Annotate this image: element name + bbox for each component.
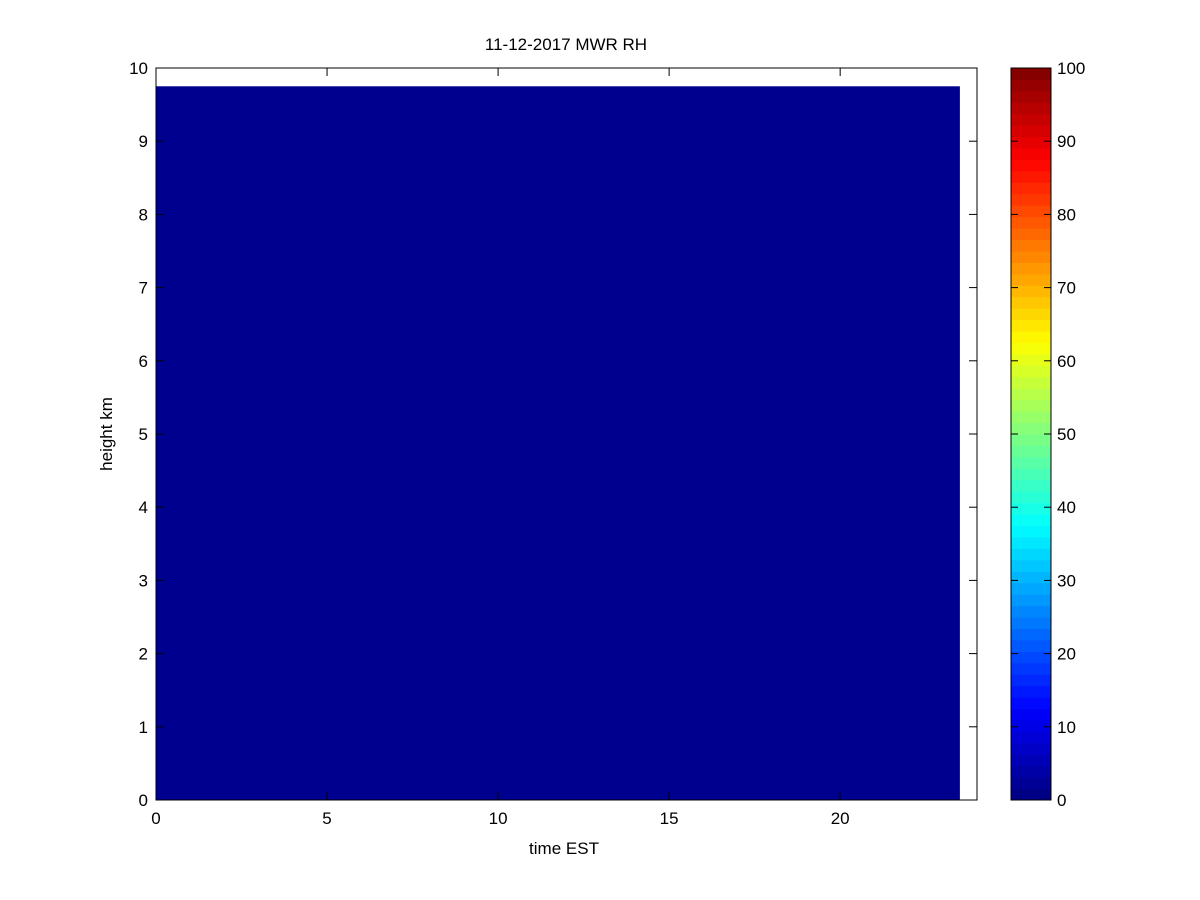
x-tick-label: 5 (322, 809, 331, 828)
colorbar-swatch (1011, 662, 1051, 675)
colorbar-tick-label: 40 (1057, 498, 1076, 517)
colorbar-swatch (1011, 491, 1051, 504)
colorbar-swatch (1011, 559, 1051, 572)
colorbar-swatch (1011, 125, 1051, 138)
colorbar-swatch (1011, 514, 1051, 526)
colorbar-swatch (1011, 754, 1051, 767)
colorbar-swatch (1011, 136, 1051, 149)
colorbar-swatch (1011, 216, 1051, 229)
y-tick-label: 8 (139, 205, 148, 224)
colorbar-swatch (1011, 777, 1051, 790)
y-tick-label: 9 (139, 132, 148, 151)
colorbar-tick-label: 90 (1057, 132, 1076, 151)
colorbar-swatch (1011, 285, 1051, 298)
colorbar-swatch (1011, 79, 1051, 92)
colorbar-swatch (1011, 239, 1051, 252)
colorbar-swatch (1011, 388, 1051, 401)
y-tick-label: 2 (139, 645, 148, 664)
colorbar-swatch (1011, 273, 1051, 286)
colorbar-swatch (1011, 113, 1051, 126)
colorbar-swatch (1011, 148, 1051, 160)
x-tick-label: 0 (151, 809, 160, 828)
y-axis-label: height km (97, 397, 116, 471)
colorbar-swatch (1011, 365, 1051, 378)
colorbar-swatch (1011, 502, 1051, 515)
colorbar-swatch (1011, 697, 1051, 709)
colorbar-swatch (1011, 68, 1051, 80)
colorbar-swatch (1011, 708, 1051, 721)
colorbar-swatch (1011, 170, 1051, 183)
x-axis-label: time EST (529, 839, 599, 858)
x-tick-label: 15 (660, 809, 679, 828)
colorbar-swatch (1011, 719, 1051, 732)
colorbar-tick-label: 100 (1057, 59, 1085, 78)
colorbar-swatch (1011, 788, 1051, 801)
heatmap-cells (156, 86, 960, 801)
y-tick-label: 3 (139, 571, 148, 590)
plot-area: 0 5 10 15 20 0 1 2 3 4 5 6 7 8 9 10 (129, 59, 978, 828)
x-tick-label: 20 (831, 809, 850, 828)
colorbar-swatch (1011, 594, 1051, 607)
y-tick-label: 4 (139, 498, 148, 517)
colorbar-swatch (1011, 331, 1051, 343)
y-tick-label: 1 (139, 718, 148, 737)
colorbar-tick-label: 10 (1057, 718, 1076, 737)
colorbar-swatch (1011, 445, 1051, 458)
colorbar-swatch (1011, 262, 1051, 275)
colorbar-swatch (1011, 193, 1051, 206)
colorbar-swatch (1011, 399, 1051, 412)
colorbar-swatch (1011, 308, 1051, 321)
y-tick-label: 6 (139, 352, 148, 371)
colorbar-swatch (1011, 582, 1051, 595)
colorbar-swatch (1011, 296, 1051, 309)
colorbar-swatch (1011, 434, 1051, 446)
colorbar-swatch (1011, 605, 1051, 618)
colorbar-swatch (1011, 685, 1051, 698)
colorbar-tick-label: 0 (1057, 791, 1066, 810)
colorbar-tick-label: 80 (1057, 205, 1076, 224)
colorbar-swatch (1011, 251, 1051, 263)
colorbar-swatch (1011, 319, 1051, 332)
colorbar-tick-label: 50 (1057, 425, 1076, 444)
colorbar-swatch (1011, 182, 1051, 195)
x-tick-label: 10 (489, 809, 508, 828)
colorbar-swatch (1011, 548, 1051, 561)
y-tick-label: 5 (139, 425, 148, 444)
colorbar-swatch (1011, 159, 1051, 172)
colorbar-swatch (1011, 742, 1051, 755)
colorbar-swatch (1011, 639, 1051, 652)
colorbar-swatch (1011, 651, 1051, 664)
colorbar-swatch (1011, 468, 1051, 481)
colorbar-tick-label: 20 (1057, 645, 1076, 664)
colorbar-tick-label: 60 (1057, 352, 1076, 371)
y-tick-label: 10 (129, 59, 148, 78)
y-tick-label: 0 (139, 791, 148, 810)
colorbar-swatch (1011, 376, 1051, 389)
colorbar-swatch (1011, 456, 1051, 469)
colorbar: 0 10 20 30 40 50 60 70 80 90 100 (1010, 59, 1085, 810)
colorbar-swatch (1011, 628, 1051, 641)
colorbar-swatch (1011, 102, 1051, 115)
colorbar-swatch (1011, 525, 1051, 538)
colorbar-swatch (1011, 422, 1051, 435)
colorbar-swatch (1011, 765, 1051, 778)
colorbar-swatch (1011, 90, 1051, 103)
colorbar-swatch (1011, 411, 1051, 424)
colorbar-swatch (1011, 342, 1051, 355)
colorbar-swatch (1011, 205, 1051, 218)
colorbar-swatch (1011, 536, 1051, 549)
colorbar-swatch (1011, 674, 1051, 687)
colorbar-tick-label: 30 (1057, 571, 1076, 590)
y-tick-label: 7 (139, 279, 148, 298)
colorbar-swatch (1011, 731, 1051, 744)
colorbar-swatch (1011, 353, 1051, 366)
colorbar-swatch (1011, 479, 1051, 492)
colorbar-swatch (1011, 571, 1051, 584)
chart-title: 11-12-2017 MWR RH (485, 35, 647, 54)
colorbar-tick-label: 70 (1057, 279, 1076, 298)
colorbar-swatch (1011, 228, 1051, 241)
colorbar-swatch (1011, 617, 1051, 629)
